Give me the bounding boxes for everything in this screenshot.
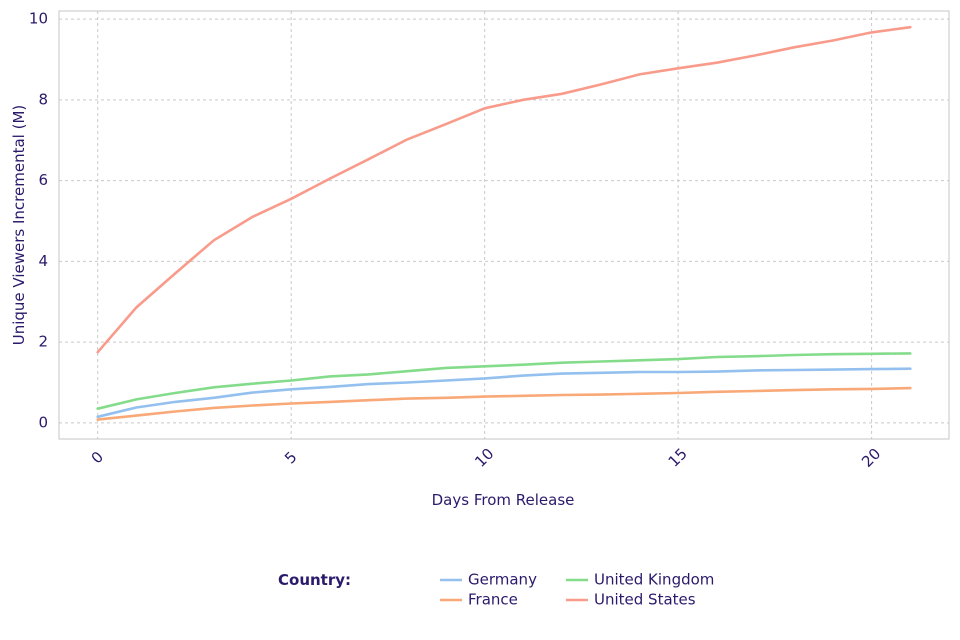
x-tick-label: 5 <box>281 448 300 467</box>
y-tick-label: 2 <box>38 333 48 351</box>
y-tick-label: 6 <box>38 171 48 189</box>
series-layer <box>96 25 912 421</box>
x-tick-label: 15 <box>665 445 691 471</box>
x-tick-label: 20 <box>858 445 884 471</box>
legend-label-united-states: United States <box>594 591 696 609</box>
legend-label-germany: Germany <box>468 571 537 589</box>
series-line-united-states <box>96 25 912 354</box>
x-axis-title: Days From Release <box>432 491 575 509</box>
series-line-france <box>96 386 912 421</box>
legend-label-france: France <box>468 591 518 609</box>
x-tick-label: 10 <box>471 445 497 471</box>
x-axis-ticks: 0 5 10 15 20 <box>88 445 885 471</box>
grid <box>59 11 949 439</box>
series-line-united-kingdom <box>96 352 912 411</box>
y-tick-label: 8 <box>38 90 48 108</box>
y-tick-label: 4 <box>38 252 48 270</box>
y-tick-label: 10 <box>29 10 48 28</box>
y-axis-title: Unique Viewers Incremental (M) <box>10 105 28 346</box>
y-tick-label: 0 <box>38 413 48 431</box>
plot-frame <box>58 10 950 440</box>
series-line-germany <box>96 367 912 419</box>
legend: Country: Germany France United Kingdom Unit… <box>278 571 714 609</box>
x-tick-label: 0 <box>88 448 107 467</box>
y-axis-ticks: 0 2 4 6 8 10 <box>29 10 48 432</box>
legend-label-united-kingdom: United Kingdom <box>594 571 714 589</box>
legend-title: Country: <box>278 571 351 589</box>
